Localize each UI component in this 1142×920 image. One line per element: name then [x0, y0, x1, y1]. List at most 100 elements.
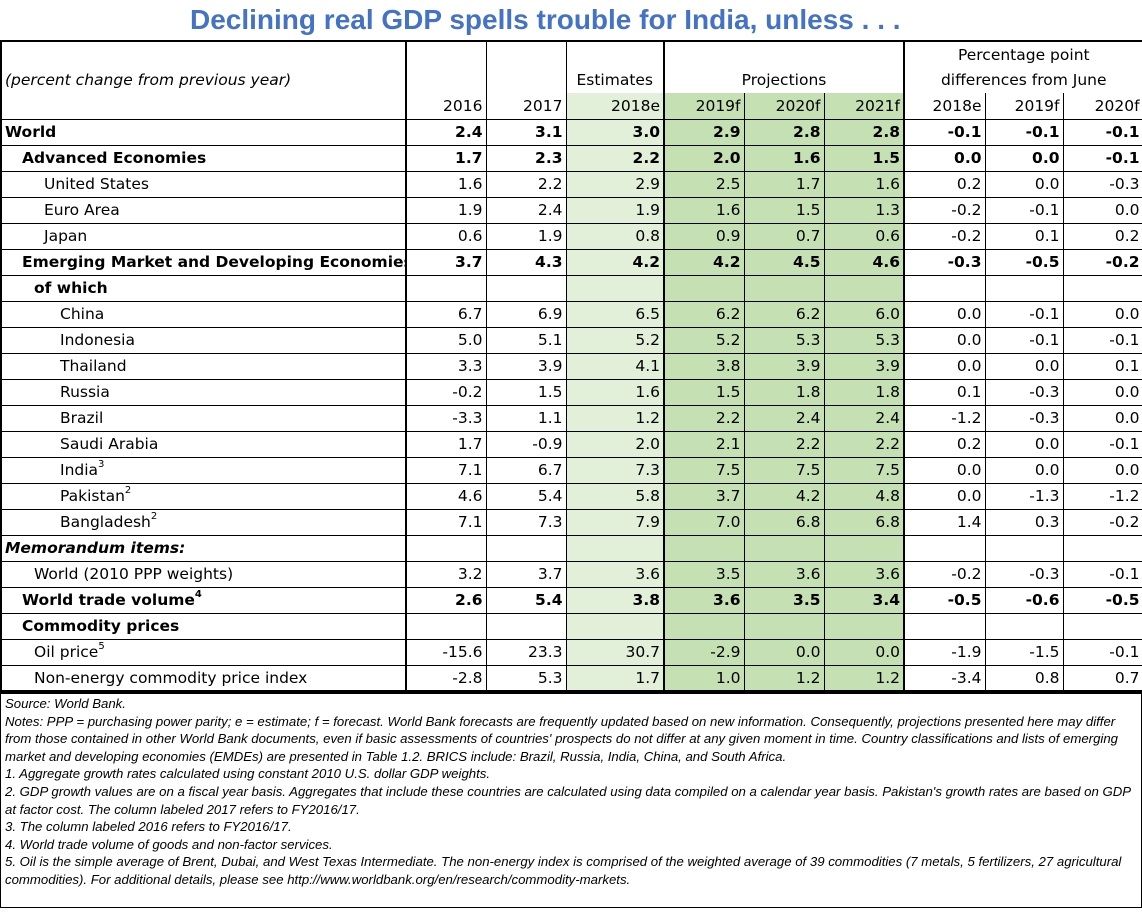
table-cell: -0.2 — [904, 197, 986, 224]
table-cell: 5.1 — [486, 327, 567, 354]
row-label: World (2010 PPP weights) — [0, 561, 407, 588]
table-cell: 4.5 — [744, 249, 825, 276]
table-cell: 1.1 — [486, 405, 567, 432]
table-cell: 3.5 — [744, 587, 825, 614]
table-cell — [486, 275, 567, 302]
table-cell: -0.3 — [985, 405, 1064, 432]
table-cell: 4.2 — [566, 249, 665, 276]
table-row: of which — [0, 275, 1142, 302]
table-cell: 5.2 — [566, 327, 665, 354]
table-cell: -3.3 — [406, 405, 487, 432]
table-cell: 0.0 — [904, 145, 986, 172]
table-cell: 2.9 — [663, 119, 745, 146]
year-header: 2016 — [406, 93, 487, 120]
table-cell — [744, 613, 825, 640]
table-cell: 0.1 — [1063, 353, 1142, 380]
note-line: 2. GDP growth values are on a fiscal yea… — [5, 783, 1131, 817]
table-cell: 1.3 — [824, 197, 905, 224]
table-cell: 0.6 — [406, 223, 487, 250]
row-label-text: Advanced Economies — [22, 149, 207, 167]
page-title: Declining real GDP spells trouble for In… — [190, 4, 901, 35]
row-label-text: Euro Area — [44, 201, 120, 219]
table-cell: 0.0 — [985, 171, 1064, 198]
table-cell: 3.6 — [824, 561, 905, 588]
table-cell: 30.7 — [566, 639, 665, 666]
table-row: Pakistan2 4.6 5.4 5.8 3.7 4.2 4.8 0.0 -1.3 -1.2 — [0, 483, 1142, 510]
row-label-text: World trade volume — [22, 591, 195, 609]
table-cell: -0.2 — [1063, 249, 1142, 276]
table-cell: 5.8 — [566, 483, 665, 510]
table-cell — [663, 613, 745, 640]
table-cell: 1.4 — [904, 509, 986, 536]
row-label: World trade volume4 — [0, 587, 407, 614]
table-row: Euro Area 1.9 2.4 1.9 1.6 1.5 1.3 -0.2 -0.1 0.0 — [0, 197, 1142, 224]
table-cell: 0.0 — [1063, 197, 1142, 224]
table-cell: 5.0 — [406, 327, 487, 354]
table-cell: -0.2 — [904, 223, 986, 250]
table-cell: 3.7 — [486, 561, 567, 588]
row-label: United States — [0, 171, 407, 198]
table-cell: 0.0 — [824, 639, 905, 666]
table-cell: 4.3 — [486, 249, 567, 276]
table-cell — [985, 613, 1064, 640]
table-cell: -0.1 — [985, 327, 1064, 354]
row-label-text: World (2010 PPP weights) — [34, 565, 234, 583]
row-label-text: Bangladesh — [60, 513, 151, 531]
row-label: Indonesia — [0, 327, 407, 354]
table-cell: 6.2 — [744, 301, 825, 328]
table-cell: 7.9 — [566, 509, 665, 536]
row-label-text: Non-energy commodity price index — [34, 668, 308, 687]
table-cell: -0.1 — [985, 197, 1064, 224]
row-label: Emerging Market and Developing Economies — [0, 249, 407, 276]
table-cell: -0.3 — [1063, 171, 1142, 198]
table-cell: 1.2 — [824, 665, 905, 692]
row-label-text: Russia — [60, 383, 110, 401]
year-header: 2021f — [824, 93, 905, 120]
table-cell: 7.1 — [406, 457, 487, 484]
table-cell: 2.4 — [406, 119, 487, 146]
projections-header: Projections — [663, 67, 905, 93]
table-cell: 4.6 — [406, 483, 487, 510]
table-cell: 3.6 — [744, 561, 825, 588]
header-row-years: 2016 2017 2018e 2019f 2020f 2021f 2018e 2019f 20… — [0, 93, 1142, 120]
table-cell: 1.6 — [663, 197, 745, 224]
footnote-marker: 3 — [98, 459, 105, 470]
table-row: United States 1.6 2.2 2.9 2.5 1.7 1.6 0.2 0.0 -0.… — [0, 171, 1142, 198]
row-label: World — [0, 119, 407, 146]
year-header: 2018e — [566, 93, 665, 120]
table-cell: 1.5 — [486, 379, 567, 406]
table-cell: 3.9 — [744, 353, 825, 380]
table-cell: -0.1 — [1063, 431, 1142, 458]
table-row: Indonesia 5.0 5.1 5.2 5.2 5.3 5.3 0.0 -0.1 -0.1 — [0, 327, 1142, 354]
table-cell: 3.2 — [406, 561, 487, 588]
table-cell: 0.8 — [985, 665, 1064, 692]
table-cell: 3.0 — [566, 119, 665, 146]
row-label-text: Commodity prices — [22, 617, 180, 635]
table-cell: 0.0 — [985, 353, 1064, 380]
table-cell: 3.6 — [566, 561, 665, 588]
table-cell: 7.1 — [406, 509, 487, 536]
table-cell: 6.8 — [824, 509, 905, 536]
table-cell: 2.3 — [486, 145, 567, 172]
table-cell: -0.6 — [985, 587, 1064, 614]
year-header: 2017 — [486, 93, 567, 120]
table-cell — [566, 535, 665, 562]
table-cell: -0.3 — [985, 561, 1064, 588]
note-line: 1. Aggregate growth rates calculated usi… — [5, 766, 491, 782]
table-row: World 2.4 3.1 3.0 2.9 2.8 2.8 -0.1 -0.1 -0.1 — [0, 119, 1142, 146]
table-cell: 2.4 — [824, 405, 905, 432]
table-cell: 0.0 — [1063, 405, 1142, 432]
table-cell: 3.9 — [824, 353, 905, 380]
table-cell: -0.1 — [1063, 145, 1142, 172]
table-cell: -0.5 — [985, 249, 1064, 276]
table-cell: -1.9 — [904, 639, 986, 666]
footnote-marker: 2 — [124, 485, 132, 496]
table-cell: 0.3 — [985, 509, 1064, 536]
table-cell: 1.8 — [824, 379, 905, 406]
table-cell: 0.2 — [904, 431, 986, 458]
table-cell: 6.9 — [486, 301, 567, 328]
table-cell: 3.8 — [566, 587, 665, 614]
table-cell: 6.2 — [663, 301, 745, 328]
table-cell: -0.2 — [406, 379, 487, 406]
table-cell: 1.5 — [824, 145, 905, 172]
